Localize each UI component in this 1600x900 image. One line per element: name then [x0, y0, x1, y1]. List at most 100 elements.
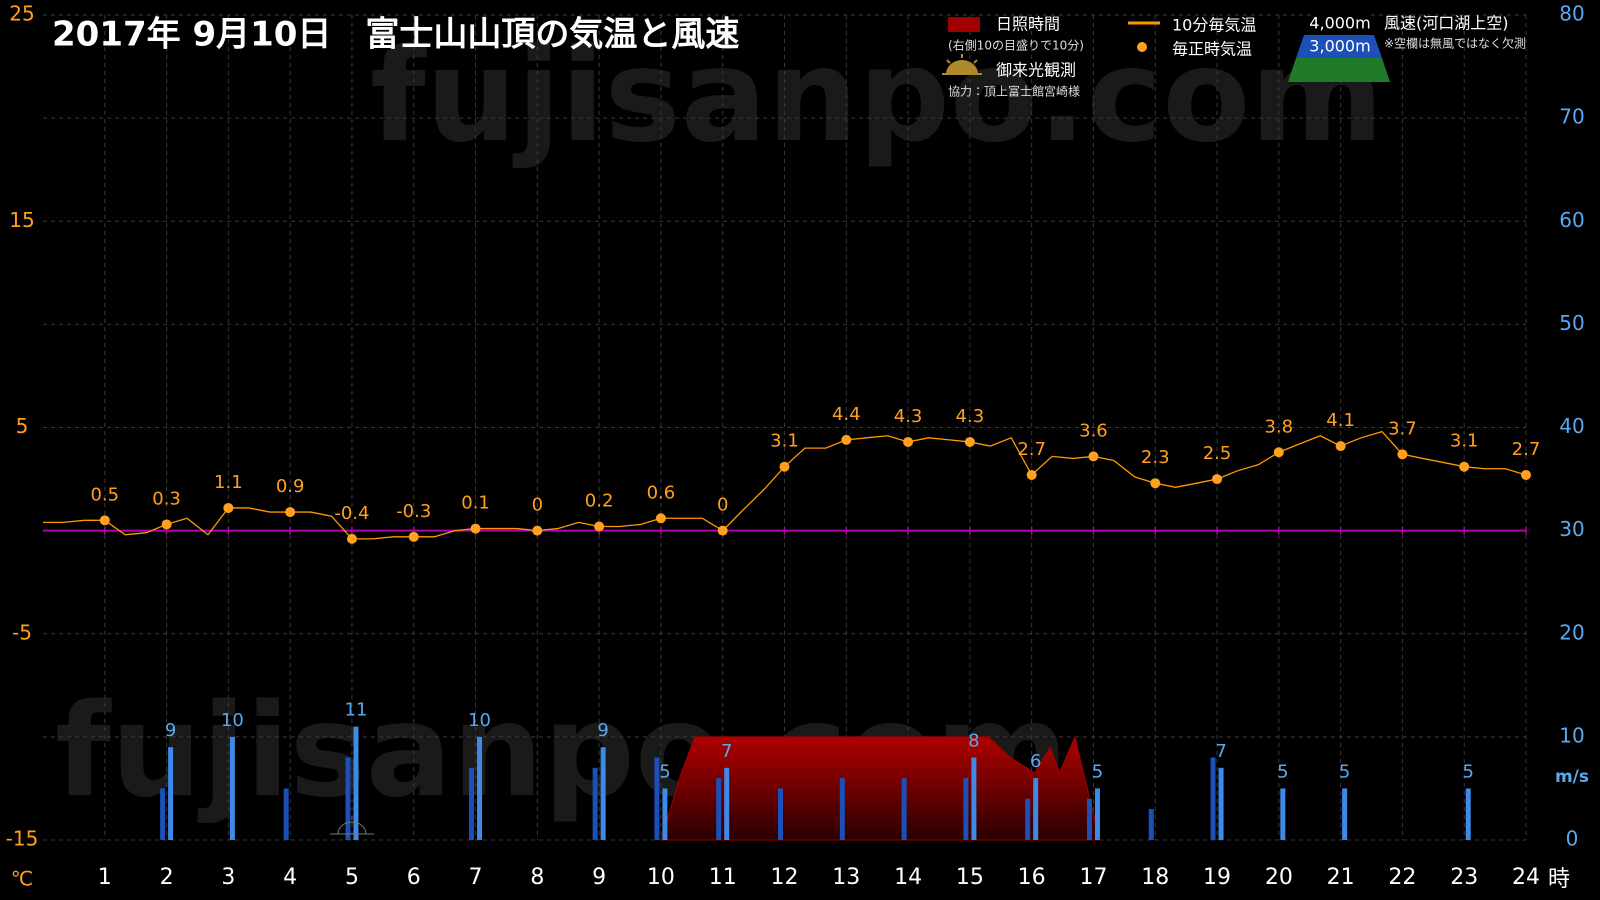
- legend-label: 4,000m: [1309, 14, 1370, 33]
- temperature-point: [903, 436, 914, 447]
- data-label: 5: [659, 761, 670, 782]
- y2-tick-label: 20: [1559, 620, 1584, 644]
- y-tick-label: -15: [6, 827, 39, 851]
- wind-bar: [1033, 778, 1039, 840]
- wind-bar: [662, 788, 668, 840]
- plot-area: 9 10 11 10 9 5 7 8 6 5 7 5 5 5 0.5 0.3 1.1 0.9 -0.4 -0.3 0.1…: [43, 404, 1541, 841]
- temperature-point: [470, 523, 481, 534]
- legend-label: 3,000m: [1309, 37, 1370, 56]
- data-label: 3.1: [1450, 431, 1479, 452]
- wind-bar: [1342, 788, 1348, 840]
- wind-bar: [168, 747, 174, 840]
- data-label: 0: [717, 495, 728, 516]
- temperature-point: [1273, 447, 1284, 458]
- legend-note: (右側10の目盛りで10分): [948, 38, 1084, 53]
- wind-bar: [1280, 788, 1286, 840]
- wind-bar: [654, 757, 660, 840]
- x-tick-label: 18: [1141, 865, 1169, 890]
- temperature-point: [161, 519, 172, 530]
- temperature-point: [594, 521, 605, 532]
- y-tick-label: 15: [9, 208, 34, 232]
- x-tick-label: 11: [709, 865, 737, 890]
- y2-axis-label: m/s: [1555, 767, 1589, 787]
- y2-tick-label: 50: [1559, 311, 1584, 335]
- wind-bar: [477, 736, 483, 840]
- x-tick-label: 4: [283, 865, 297, 890]
- y2-tick-label: 70: [1559, 105, 1584, 129]
- data-label: 0.5: [90, 484, 119, 505]
- wind-bar: [469, 767, 475, 840]
- temperature-point: [1026, 469, 1037, 480]
- wind-bar: [353, 726, 359, 840]
- data-label: 10: [468, 710, 491, 731]
- temperature-point: [1150, 478, 1161, 489]
- legend-label: 毎正時気温: [1172, 40, 1252, 59]
- data-label: 0: [532, 495, 543, 516]
- data-label: 5: [1462, 761, 1473, 782]
- wind-bar: [600, 747, 606, 840]
- x-tick-label: 10: [647, 865, 675, 890]
- temperature-point: [1088, 451, 1099, 462]
- y2-tick-label: 60: [1559, 208, 1584, 232]
- y-tick-label: -5: [12, 620, 32, 644]
- legend: 日照時間 (右側10の目盛りで10分) 御来光観測 協力：頂上富士館宮崎様 10…: [942, 14, 1526, 99]
- data-label: 2.3: [1141, 447, 1170, 468]
- data-label: 3.7: [1388, 418, 1417, 439]
- x-tick-label: 17: [1079, 865, 1107, 890]
- data-label: 9: [597, 720, 608, 741]
- legend-note: 風速(河口湖上空): [1384, 14, 1509, 33]
- x-tick-label: 16: [1018, 865, 1046, 890]
- wind-bar: [592, 767, 598, 840]
- data-label: 4.4: [832, 404, 861, 425]
- wind-bar: [1218, 767, 1224, 840]
- legend-note: 協力：頂上富士館宮崎様: [948, 84, 1080, 99]
- data-label: -0.3: [396, 501, 431, 522]
- temperature-point: [1521, 469, 1531, 480]
- x-tick-label: 1: [98, 865, 112, 890]
- data-label: 4.1: [1326, 410, 1355, 431]
- x-tick-label: 9: [592, 865, 606, 890]
- wind-bar: [1210, 757, 1216, 840]
- x-tick-label: 2: [160, 865, 174, 890]
- data-label: 2.7: [1512, 439, 1541, 460]
- temperature-point: [223, 502, 234, 513]
- wind-bar: [963, 778, 969, 840]
- data-label: 5: [1277, 761, 1288, 782]
- sun-icon: [942, 54, 982, 75]
- data-label: 2.7: [1017, 439, 1046, 460]
- wind-bar: [1148, 809, 1154, 840]
- x-tick-label: 23: [1450, 865, 1478, 890]
- legend-label: 日照時間: [996, 15, 1060, 34]
- data-label: -0.4: [334, 503, 369, 524]
- legend-label: 御来光観測: [996, 61, 1076, 80]
- data-label: 3.6: [1079, 420, 1108, 441]
- temperature-point: [1459, 461, 1470, 472]
- temperature-point: [99, 515, 110, 526]
- data-label: 5: [1092, 761, 1103, 782]
- x-tick-label: 15: [956, 865, 984, 890]
- wind-bar: [724, 767, 730, 840]
- wind-bar: [1094, 788, 1100, 840]
- watermark: fujisanpo.com: [370, 22, 1384, 171]
- x-tick-label: 5: [345, 865, 359, 890]
- data-label: 1.1: [214, 472, 243, 493]
- data-label: 3.8: [1265, 416, 1294, 437]
- data-label: 0.6: [647, 482, 676, 503]
- temperature-point: [1397, 449, 1408, 460]
- temperature-point: [346, 533, 357, 544]
- x-tick-label: 3: [221, 865, 235, 890]
- data-label: 5: [1339, 761, 1350, 782]
- x-tick-label: 7: [469, 865, 483, 890]
- x-tick-label: 19: [1203, 865, 1231, 890]
- data-label: 11: [345, 700, 368, 721]
- data-label: 7: [1215, 741, 1226, 762]
- wind-bar: [160, 788, 166, 840]
- wind-bar: [971, 757, 977, 840]
- y-tick-label: 25: [9, 2, 34, 26]
- temperature-point: [779, 461, 790, 472]
- x-tick-label: 20: [1265, 865, 1293, 890]
- wind-bar: [716, 778, 722, 840]
- data-label: 9: [165, 720, 176, 741]
- wind-bar: [283, 788, 289, 840]
